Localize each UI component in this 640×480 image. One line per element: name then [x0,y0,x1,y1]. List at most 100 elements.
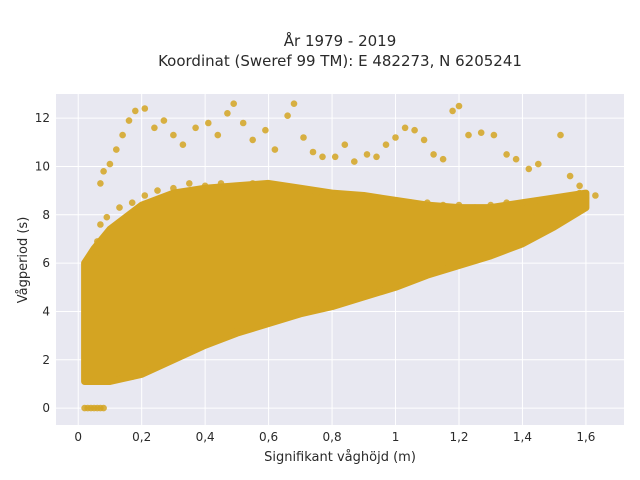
data-point [90,375,98,383]
data-point [201,339,209,347]
data-point [281,184,288,192]
data-point [249,180,256,187]
data-point [116,375,123,383]
data-point [170,354,177,361]
data-point [382,141,390,148]
data-point [132,107,139,115]
data-point [519,199,526,206]
data-point [471,204,479,211]
data-point [97,180,104,187]
data-point [519,238,526,245]
data-point [449,107,456,115]
data-point [249,136,256,144]
data-point [233,182,241,190]
data-point [455,259,463,267]
data-point [170,184,177,192]
data-point [471,254,479,262]
data-point [141,366,149,373]
data-point [312,305,320,313]
data-point [363,151,371,158]
data-point [360,291,368,298]
data-point [113,146,120,153]
data-point [408,276,415,284]
data-point [271,146,279,153]
data-point [141,105,149,112]
data-point [344,192,352,199]
data-point [265,317,272,325]
data-point [477,129,485,136]
data-point [262,126,269,134]
y-tick-label: 2 [42,353,50,367]
data-point [94,254,101,262]
data-point [119,131,126,139]
data-point [284,112,291,119]
data-point [487,201,495,209]
data-point [512,155,520,163]
data-point [566,211,574,219]
data-point [566,172,574,180]
data-point [550,221,558,228]
y-axis-title: Vågperiod (s) [16,217,31,304]
data-point [503,199,510,206]
data-point [170,131,177,139]
x-tick-label: 1,4 [513,430,532,444]
data-point [205,119,212,127]
x-axis-title: Signifikant våghöjd (m) [264,450,416,465]
data-point [90,281,98,289]
data-point [154,361,161,368]
data-point [312,189,320,197]
data-point [319,153,326,161]
data-point [503,245,510,252]
data-point [411,126,418,134]
data-point [87,349,95,356]
scatter-points [81,100,599,412]
data-point [455,102,463,110]
data-point [535,160,542,168]
data-point [97,221,104,228]
data-point [592,192,599,199]
data-point [186,180,193,187]
data-point [360,192,368,199]
data-point [341,141,349,148]
y-tick-label: 0 [42,401,50,415]
x-tick-label: 1 [392,430,400,444]
data-point [106,160,114,168]
data-point [465,131,472,139]
data-point [281,313,288,320]
y-tick-label: 6 [42,256,50,270]
data-point [160,117,168,124]
data-point [576,182,583,190]
y-tick-label: 10 [35,159,50,173]
data-point [528,213,536,221]
data-point [239,119,247,127]
data-point [151,124,158,132]
data-point [455,201,463,209]
y-axis-ticks: 0 2 4 6 8 10 12 [35,111,50,415]
data-point [224,110,231,117]
data-point [297,187,304,194]
data-point [100,168,107,175]
data-point [439,201,447,209]
data-point [87,327,95,335]
data-point [192,124,199,132]
data-point [487,250,495,257]
data-point [103,375,111,383]
data-point [217,180,225,187]
data-point [535,230,542,238]
data-point [573,206,580,214]
y-tick-label: 8 [42,208,50,222]
data-point [401,124,409,132]
data-point [233,327,241,335]
data-point [328,189,336,197]
data-point [141,192,149,199]
data-point [128,199,136,206]
data-point [300,134,307,141]
data-point [84,363,91,371]
x-tick-label: 0,2 [132,430,151,444]
data-point [94,238,101,245]
chart-title-line-1: År 1979 - 2019 [284,31,397,50]
data-point [560,201,567,209]
data-point [90,310,98,318]
data-point [576,189,583,197]
